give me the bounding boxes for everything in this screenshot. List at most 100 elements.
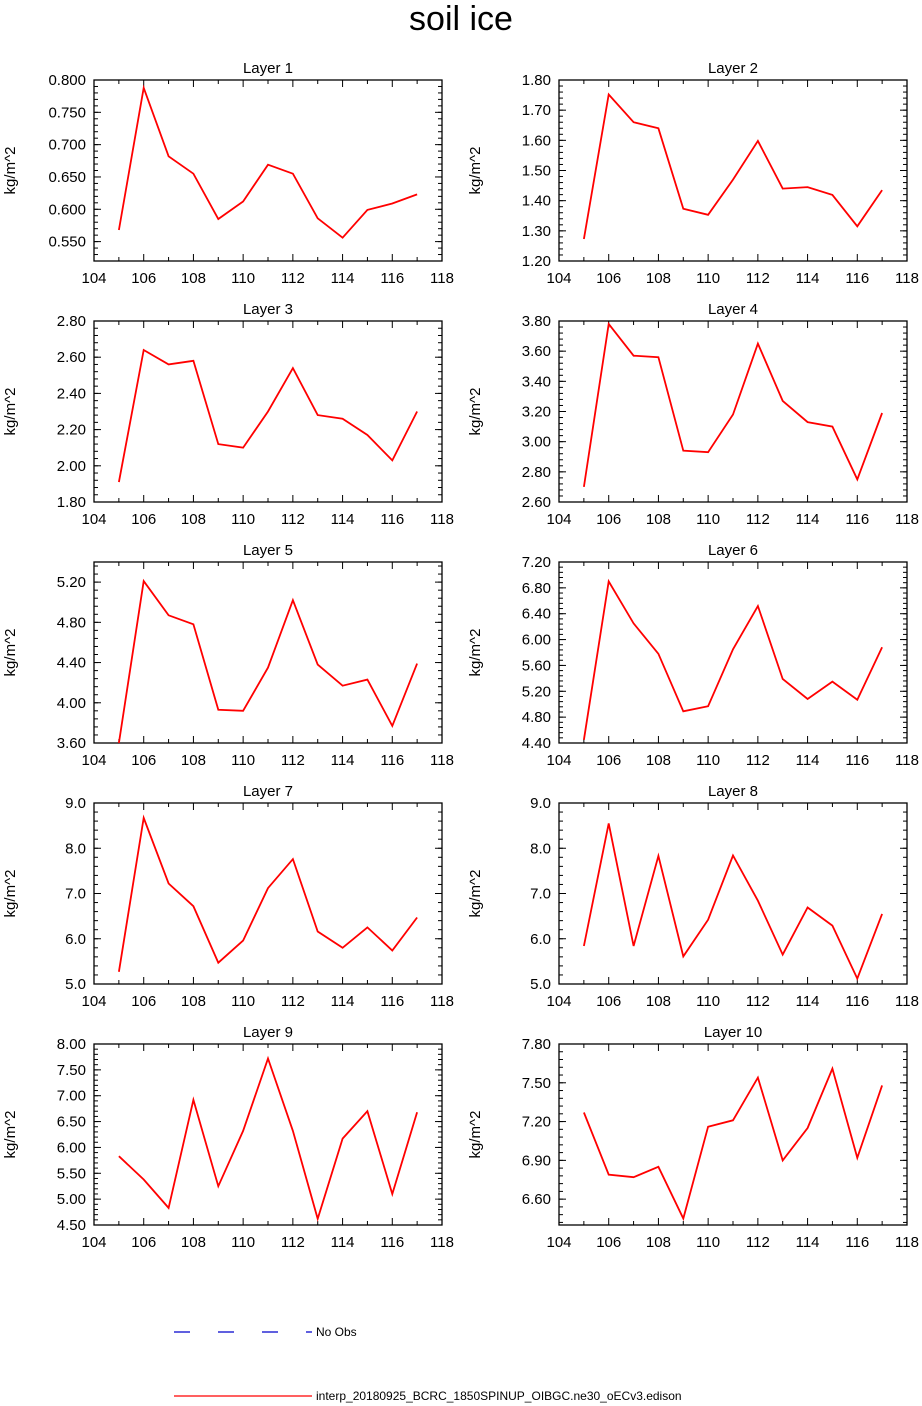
- y-tick-label: 5.50: [57, 1165, 86, 1182]
- x-tick-label: 118: [895, 270, 919, 287]
- y-tick-label: 5.00: [57, 1191, 86, 1208]
- y-tick-label: 1.50: [522, 163, 551, 180]
- x-tick-label: 118: [895, 1234, 919, 1251]
- y-tick-label: 7.00: [57, 1088, 86, 1105]
- x-tick-label: 112: [281, 993, 305, 1010]
- x-tick-label: 116: [380, 993, 404, 1010]
- x-tick-label: 108: [181, 752, 206, 769]
- panel-layer-6: Layer 6 kg/m^2 104 106 108 110 112 114 116 118 4.4…: [467, 542, 919, 769]
- y-axis-label: kg/m^2: [467, 388, 484, 436]
- x-tick-label: 106: [596, 993, 621, 1010]
- y-axis-label: kg/m^2: [2, 147, 19, 195]
- x-tick-label: 108: [181, 1234, 206, 1251]
- panel-layer-7: Layer 7 kg/m^2 104 106 108 110 112 114 116 118 5.0…: [2, 783, 454, 1010]
- plot-frame: [558, 561, 908, 744]
- y-axis-label: kg/m^2: [2, 870, 19, 918]
- x-tick-label: 108: [646, 993, 671, 1010]
- x-tick-label: 110: [696, 993, 720, 1010]
- y-tick-label: 1.70: [522, 102, 551, 119]
- x-tick-label: 104: [81, 1234, 106, 1251]
- series-line: [118, 578, 418, 744]
- plot-frame: [93, 561, 443, 744]
- y-tick-label: 2.60: [57, 349, 86, 366]
- y-tick-label: 5.20: [57, 574, 86, 591]
- y-tick-label: 7.0: [65, 886, 86, 903]
- series-line: [583, 321, 883, 488]
- x-tick-label: 104: [81, 270, 106, 287]
- y-tick-label: 0.800: [48, 72, 86, 89]
- y-axis-label: kg/m^2: [467, 629, 484, 677]
- x-tick-label: 118: [430, 993, 454, 1010]
- x-tick-label: 118: [430, 752, 454, 769]
- series-line: [583, 1065, 883, 1222]
- plot-frame: [93, 79, 443, 262]
- y-tick-label: 5.60: [522, 657, 551, 674]
- x-tick-label: 116: [845, 270, 869, 287]
- panel-title: Layer 7: [243, 783, 293, 800]
- x-tick-label: 112: [746, 1234, 770, 1251]
- x-tick-label: 110: [696, 511, 720, 528]
- y-tick-label: 7.50: [522, 1075, 551, 1092]
- y-tick-label: 5.20: [522, 683, 551, 700]
- x-tick-label: 114: [796, 1234, 820, 1251]
- x-tick-label: 114: [331, 270, 355, 287]
- y-tick-label: 3.60: [522, 343, 551, 360]
- x-tick-label: 114: [331, 511, 355, 528]
- x-tick-label: 106: [131, 270, 156, 287]
- panel-title: Layer 10: [704, 1024, 762, 1041]
- x-tick-label: 116: [380, 752, 404, 769]
- series-line: [583, 578, 883, 740]
- x-tick-label: 116: [380, 511, 404, 528]
- x-tick-label: 104: [546, 1234, 571, 1251]
- legend-obs-label: No Obs: [316, 1325, 357, 1339]
- y-tick-label: 2.00: [57, 458, 86, 475]
- y-tick-label: 9.0: [530, 795, 551, 812]
- x-tick-label: 112: [746, 511, 770, 528]
- y-tick-label: 6.0: [530, 931, 551, 948]
- x-tick-label: 110: [231, 1234, 255, 1251]
- x-tick-label: 114: [331, 993, 355, 1010]
- y-tick-label: 3.20: [522, 404, 551, 421]
- y-tick-label: 4.80: [522, 709, 551, 726]
- x-tick-label: 114: [331, 752, 355, 769]
- x-tick-label: 114: [796, 993, 820, 1010]
- x-tick-label: 104: [546, 993, 571, 1010]
- x-tick-label: 116: [845, 993, 869, 1010]
- y-tick-label: 6.0: [65, 931, 86, 948]
- panel-title: Layer 2: [708, 60, 758, 77]
- x-tick-label: 106: [131, 993, 156, 1010]
- legend-model-line: [174, 1395, 312, 1397]
- x-tick-label: 114: [796, 270, 820, 287]
- x-tick-label: 110: [231, 511, 255, 528]
- x-tick-label: 108: [181, 993, 206, 1010]
- panel-layer-1: Layer 1 kg/m^2 104 106 108 110 112 114 116 118 0.5…: [2, 60, 454, 287]
- x-tick-label: 112: [281, 752, 305, 769]
- series-line: [118, 814, 418, 972]
- x-tick-label: 118: [895, 993, 919, 1010]
- panel-title: Layer 6: [708, 542, 758, 559]
- y-tick-label: 6.40: [522, 606, 551, 623]
- x-tick-label: 118: [895, 511, 919, 528]
- x-tick-label: 116: [845, 752, 869, 769]
- panel-layer-8: Layer 8 kg/m^2 104 106 108 110 112 114 116 118 5.0…: [467, 783, 919, 1010]
- series-line: [118, 84, 418, 239]
- y-tick-label: 7.20: [522, 554, 551, 571]
- y-tick-label: 5.0: [530, 976, 551, 993]
- x-tick-label: 116: [380, 270, 404, 287]
- series-line: [583, 823, 883, 981]
- x-tick-label: 108: [181, 511, 206, 528]
- y-tick-label: 6.00: [522, 632, 551, 649]
- y-tick-label: 3.80: [522, 313, 551, 330]
- y-tick-label: 6.60: [522, 1191, 551, 1208]
- panel-title: Layer 5: [243, 542, 293, 559]
- x-tick-label: 108: [646, 1234, 671, 1251]
- panel-title: Layer 3: [243, 301, 293, 318]
- y-tick-label: 2.20: [57, 422, 86, 439]
- x-tick-label: 112: [746, 270, 770, 287]
- x-tick-label: 116: [845, 511, 869, 528]
- x-tick-label: 104: [546, 752, 571, 769]
- y-tick-label: 6.90: [522, 1152, 551, 1169]
- series-line: [118, 348, 418, 483]
- y-tick-label: 0.650: [48, 169, 86, 186]
- x-tick-label: 104: [546, 270, 571, 287]
